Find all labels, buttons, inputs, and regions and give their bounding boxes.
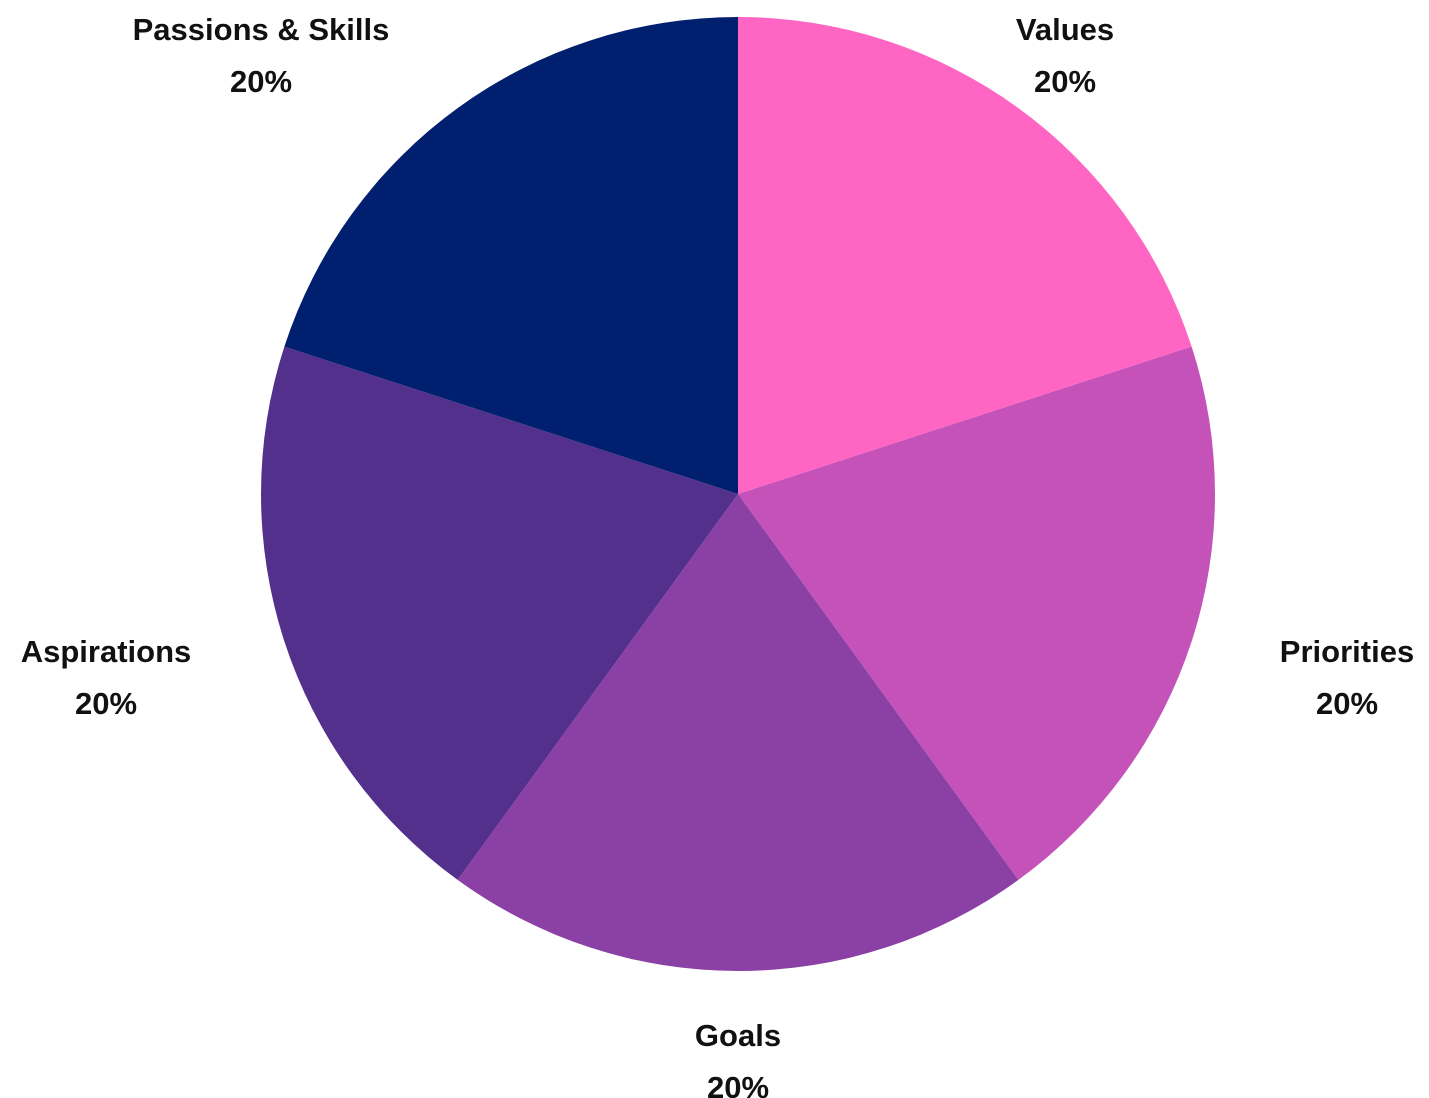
pie-slice-goals [457,494,1019,971]
slice-value-values: 20% [1034,64,1096,99]
pie-slice-priorities [738,346,1215,880]
slice-label-aspirations: Aspirations [21,634,192,669]
slice-value-goals: 20% [707,1070,769,1098]
slice-label-passions-and-skills: Passions & Skills [133,12,390,47]
pie-slice-aspirations [261,346,738,880]
slice-label-priorities: Priorities [1280,634,1414,669]
slice-label-values: Values [1016,12,1114,47]
slice-value-priorities: 20% [1316,686,1378,721]
slice-value-passions-and-skills: 20% [230,64,292,99]
pie-slices [261,17,1215,971]
pie-slice-passions-and-skills [284,17,738,494]
slice-label-goals: Goals [695,1018,781,1053]
pie-labels: Values 20% Priorities 20% Goals 20% Aspiration… [21,12,1414,1098]
pie-slice-values [738,17,1192,494]
slice-value-aspirations: 20% [75,686,137,721]
